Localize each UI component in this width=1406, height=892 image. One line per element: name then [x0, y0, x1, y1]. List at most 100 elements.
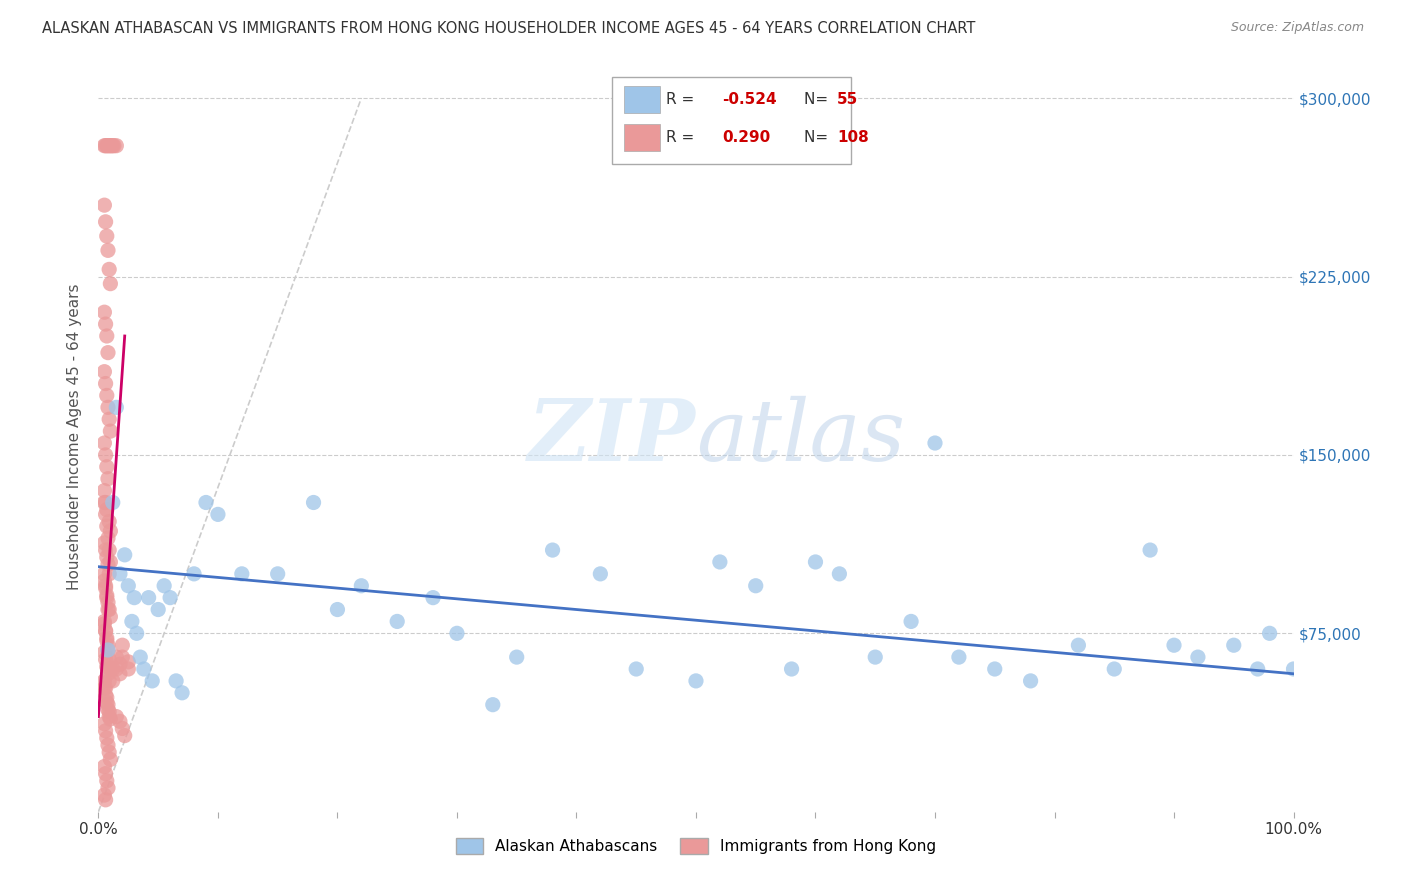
- Point: [101, 495, 124, 509]
- Point: [98, 602, 121, 616]
- Point: [94, 723, 117, 738]
- Text: R =: R =: [666, 93, 699, 107]
- Point: [111, 650, 134, 665]
- Point: [97, 558, 120, 572]
- Point: [804, 555, 827, 569]
- Point: [97, 401, 120, 415]
- Point: [97, 472, 120, 486]
- Point: [96, 633, 118, 648]
- Point: [94, 579, 117, 593]
- Point: [98, 673, 121, 688]
- Point: [98, 712, 122, 726]
- Point: [94, 215, 117, 229]
- Point: [98, 138, 122, 153]
- Point: [103, 138, 125, 153]
- Point: [93, 495, 115, 509]
- Point: [93, 759, 115, 773]
- Point: [506, 650, 529, 665]
- Point: [105, 662, 128, 676]
- Point: [96, 229, 118, 244]
- Point: [1258, 626, 1281, 640]
- Point: [94, 581, 117, 595]
- Point: [159, 591, 181, 605]
- Point: [948, 650, 970, 665]
- Point: [1247, 662, 1270, 676]
- Point: [94, 317, 117, 331]
- Point: [98, 566, 121, 581]
- Point: [780, 662, 803, 676]
- Point: [94, 652, 117, 666]
- Point: [96, 588, 118, 602]
- Point: [117, 655, 139, 669]
- Point: [94, 508, 117, 522]
- Point: [96, 550, 118, 565]
- Point: [96, 695, 118, 709]
- Point: [98, 745, 121, 759]
- Point: [207, 508, 229, 522]
- Point: [94, 793, 117, 807]
- Point: [132, 662, 155, 676]
- Text: N=: N=: [804, 130, 832, 145]
- Point: [93, 716, 115, 731]
- FancyBboxPatch shape: [624, 124, 661, 151]
- Point: [96, 591, 118, 605]
- Point: [94, 766, 117, 780]
- Point: [93, 536, 115, 550]
- Point: [1223, 638, 1246, 652]
- Point: [93, 616, 115, 631]
- Point: [124, 591, 146, 605]
- Point: [98, 652, 121, 666]
- Point: [96, 731, 118, 745]
- Point: [111, 638, 134, 652]
- Point: [195, 495, 218, 509]
- Point: [94, 495, 117, 509]
- Point: [93, 645, 115, 659]
- Point: [98, 424, 122, 438]
- Point: [900, 615, 922, 629]
- Point: [96, 631, 118, 645]
- Point: [101, 662, 124, 676]
- Point: [98, 262, 121, 277]
- Point: [141, 673, 163, 688]
- Point: [96, 388, 118, 402]
- Point: [924, 436, 946, 450]
- Point: [97, 531, 120, 545]
- Point: [108, 657, 131, 672]
- Point: [446, 626, 468, 640]
- Point: [481, 698, 505, 712]
- Text: Source: ZipAtlas.com: Source: ZipAtlas.com: [1230, 21, 1364, 34]
- Point: [1282, 662, 1305, 676]
- Point: [93, 788, 115, 802]
- Point: [117, 662, 139, 676]
- Point: [326, 602, 349, 616]
- Point: [1067, 638, 1090, 652]
- Point: [267, 566, 290, 581]
- Point: [1104, 662, 1126, 676]
- Point: [709, 555, 731, 569]
- FancyBboxPatch shape: [613, 78, 852, 163]
- Point: [129, 650, 152, 665]
- Point: [98, 752, 122, 766]
- Point: [153, 579, 176, 593]
- Point: [385, 615, 409, 629]
- Point: [101, 673, 124, 688]
- Point: [828, 566, 851, 581]
- Point: [96, 502, 118, 516]
- Point: [94, 448, 117, 462]
- Point: [96, 690, 118, 705]
- Point: [121, 615, 143, 629]
- Point: [1139, 543, 1161, 558]
- Point: [105, 650, 128, 665]
- Point: [96, 138, 118, 153]
- Point: [93, 681, 115, 695]
- Point: [96, 773, 118, 788]
- Point: [97, 638, 120, 652]
- Point: [100, 138, 122, 153]
- Point: [93, 305, 115, 319]
- Point: [422, 591, 444, 605]
- Point: [96, 459, 118, 474]
- Point: [93, 483, 115, 498]
- Point: [138, 591, 160, 605]
- Text: atlas: atlas: [696, 396, 905, 478]
- Point: [97, 698, 120, 712]
